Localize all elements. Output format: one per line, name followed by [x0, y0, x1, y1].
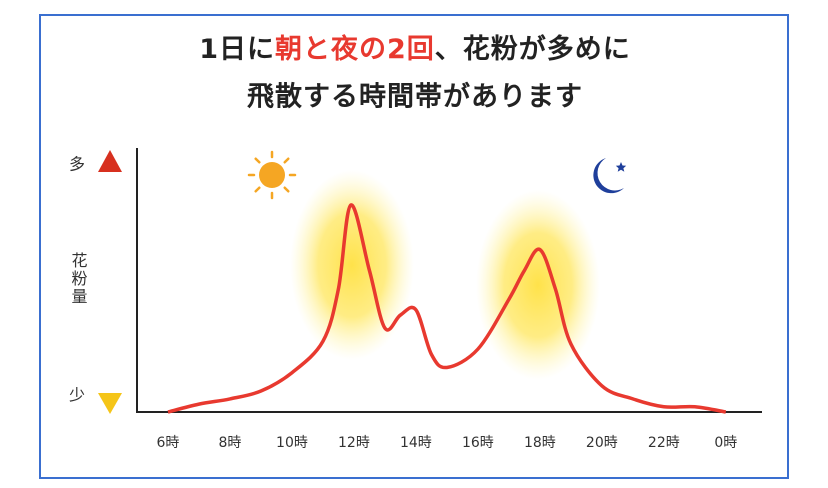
x-tick-label: 16時	[462, 435, 494, 451]
x-tick-label: 8時	[219, 435, 242, 451]
x-tick-label: 18時	[524, 435, 556, 451]
y-low-label: 少	[69, 386, 85, 405]
x-tick-label: 0時	[714, 435, 737, 451]
y-high-label: 多	[69, 155, 85, 174]
peak-glow	[476, 190, 600, 380]
y-arrow-head	[98, 393, 122, 414]
title-highlight: 朝と夜の2回	[275, 33, 435, 65]
sun-icon	[247, 150, 297, 200]
y-axis-label: 花粉量	[69, 252, 88, 306]
x-tick-label: 6時	[157, 435, 180, 451]
title-line-1: 1日に朝と夜の2回、花粉が多めに	[199, 33, 631, 65]
y-arrow-head	[98, 150, 122, 172]
title-part: 、花粉が多めに	[435, 33, 631, 65]
pollen-line	[167, 203, 727, 414]
peak-glow	[290, 170, 414, 360]
title-part: 1日に	[199, 34, 275, 65]
frame	[39, 14, 789, 479]
title-line-2: 飛散する時間帯があります	[247, 81, 583, 113]
x-tick-label: 14時	[400, 435, 432, 451]
x-tick-label: 12時	[338, 435, 370, 451]
x-tick-label: 20時	[586, 435, 618, 451]
x-tick-label: 22時	[648, 435, 680, 451]
x-tick-label: 10時	[276, 435, 308, 451]
moon-icon	[593, 158, 627, 194]
